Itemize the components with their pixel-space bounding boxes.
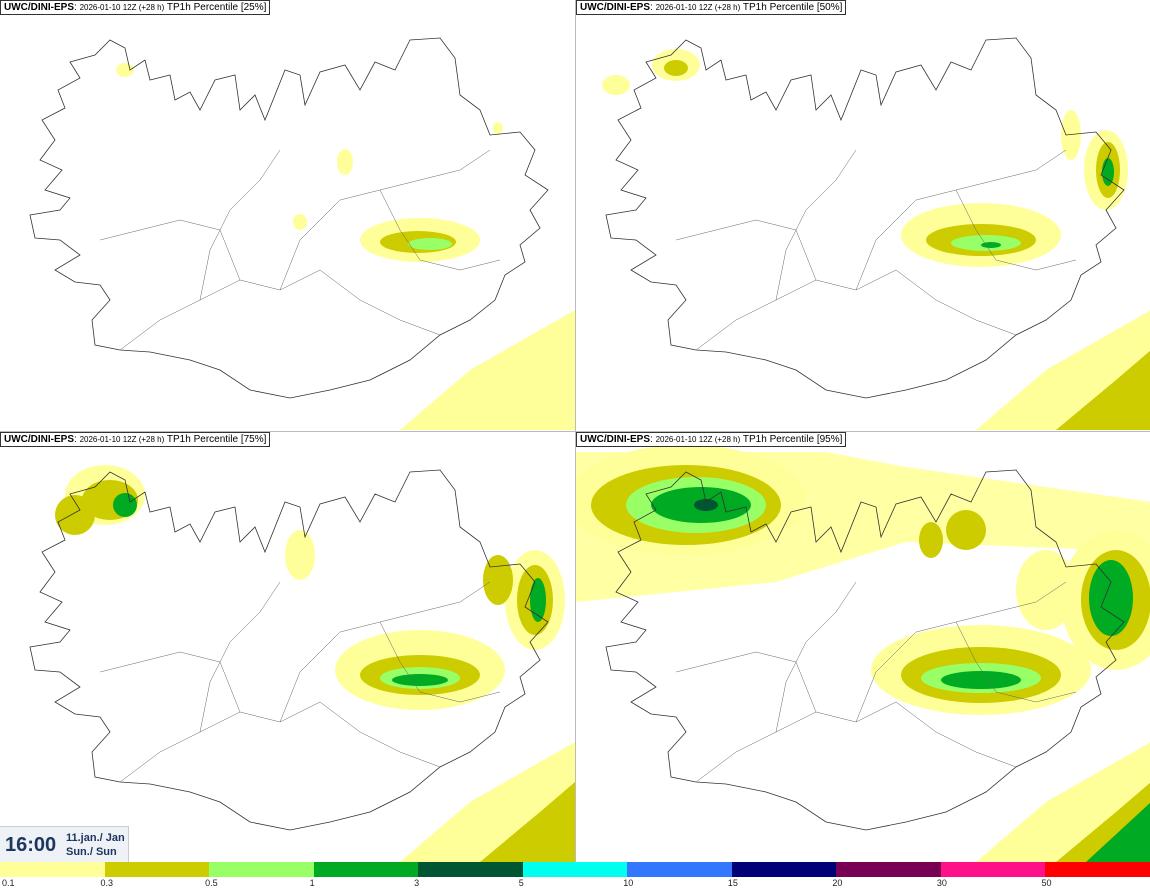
- valid-day-text: Sun./ Sun: [66, 846, 117, 858]
- precip-blob: [293, 214, 307, 230]
- map-svg: [29, 465, 575, 862]
- precip-blob: [285, 530, 315, 580]
- precip-blob: [55, 495, 95, 535]
- legend-swatch: [313, 862, 419, 877]
- precip-blob: [493, 122, 503, 134]
- legend-tick-label: 20: [832, 878, 843, 888]
- precip-blob: [981, 242, 1001, 248]
- map-svg: [602, 37, 1150, 430]
- panel-title: UWC/DINI-EPS: 2026-01-10 12Z (+28 h) TP1…: [0, 0, 271, 15]
- panel-model: UWC/DINI-EPS: [580, 434, 650, 445]
- legend-tick-label: 30: [936, 878, 947, 888]
- panel-product: TP1h Percentile [50%]: [742, 2, 843, 13]
- legend-swatch: [940, 862, 1046, 877]
- legend-tick-label: 0.1: [2, 878, 15, 888]
- legend-tick-label: 0.5: [205, 878, 218, 888]
- map-svg: [576, 445, 1150, 862]
- road-network: [99, 149, 501, 351]
- panel-product: TP1h Percentile [25%]: [166, 2, 267, 13]
- precip-blob: [664, 60, 688, 76]
- panel-product: TP1h Percentile [75%]: [166, 434, 267, 445]
- precip-blob: [602, 75, 630, 95]
- road-network: [99, 581, 501, 783]
- color-legend: [0, 862, 1150, 877]
- precip-blob: [116, 63, 134, 77]
- valid-time: 16:00: [5, 834, 57, 856]
- precip-blob: [694, 499, 718, 511]
- legend-swatch: [104, 862, 210, 877]
- legend-tick-label: 1: [309, 878, 315, 888]
- panel-model: UWC/DINI-EPS: [4, 434, 74, 445]
- legend-swatch: [0, 862, 105, 877]
- map-panel-p50: UWC/DINI-EPS: 2026-01-10 12Z (+28 h) TP1…: [576, 0, 1150, 430]
- precip-blob: [530, 578, 546, 622]
- road-network: [675, 581, 1077, 783]
- panel-model: UWC/DINI-EPS: [4, 2, 74, 13]
- coastline: [29, 469, 549, 831]
- panel-title: UWC/DINI-EPS: 2026-01-10 12Z (+28 h) TP1…: [576, 0, 847, 15]
- panel-run: 2026-01-10 12Z (+28 h): [79, 435, 165, 444]
- precip-blob: [941, 671, 1021, 689]
- panel-product: TP1h Percentile [95%]: [742, 434, 843, 445]
- map-panel-p25: UWC/DINI-EPS: 2026-01-10 12Z (+28 h) TP1…: [0, 0, 575, 430]
- map-panel-p75: UWC/DINI-EPS: 2026-01-10 12Z (+28 h) TP1…: [0, 432, 575, 862]
- legend-swatch: [627, 862, 732, 877]
- legend-swatch: [836, 862, 941, 877]
- panel-divider-horizontal: [0, 431, 1150, 432]
- legend-swatch: [731, 862, 837, 877]
- precip-blob: [1102, 158, 1114, 186]
- panel-title: UWC/DINI-EPS: 2026-01-10 12Z (+28 h) TP1…: [576, 432, 847, 447]
- road-network: [675, 149, 1077, 351]
- precip-blob: [919, 522, 943, 558]
- precip-blob: [113, 493, 137, 517]
- valid-time-box: 16:00 11.jan./ Jan Sun./ Sun: [0, 826, 129, 863]
- coastline: [605, 37, 1125, 399]
- legend-tick-label: 3: [414, 878, 420, 888]
- legend-swatch: [522, 862, 628, 877]
- precip-band-southeast-core: [1086, 802, 1150, 862]
- precip-blob: [337, 149, 353, 175]
- valid-date: 11.jan./ Jan Sun./ Sun: [66, 831, 125, 859]
- legend-tick-label: 5: [518, 878, 524, 888]
- legend-swatch: [418, 862, 523, 877]
- precip-band-southeast: [400, 310, 575, 430]
- precip-band-southeast-inner: [1056, 350, 1150, 430]
- precip-blob: [1061, 110, 1081, 160]
- legend-swatch: [209, 862, 314, 877]
- valid-date-text: 11.jan./ Jan: [66, 832, 125, 844]
- panel-run: 2026-01-10 12Z (+28 h): [79, 3, 165, 12]
- legend-swatch: [1045, 862, 1150, 877]
- legend-tick-label: 15: [727, 878, 738, 888]
- legend-tick-label: 10: [623, 878, 634, 888]
- precip-blob: [1016, 550, 1076, 630]
- panel-run: 2026-01-10 12Z (+28 h): [655, 3, 741, 12]
- map-svg: [29, 37, 575, 430]
- precip-band-southeast-inner: [480, 782, 575, 862]
- panel-title: UWC/DINI-EPS: 2026-01-10 12Z (+28 h) TP1…: [0, 432, 271, 447]
- legend-tick-label: 0.3: [100, 878, 114, 888]
- coastline: [29, 37, 549, 399]
- legend-ticks: 0.1 0.3 0.5 1 3 5 10 15 20 30 50: [0, 877, 1150, 891]
- precip-blob: [392, 674, 448, 686]
- precip-blob: [946, 510, 986, 550]
- precip-blob: [483, 555, 513, 605]
- map-panel-p95: UWC/DINI-EPS: 2026-01-10 12Z (+28 h) TP1…: [576, 432, 1150, 862]
- coastline: [605, 469, 1125, 831]
- precip-blob: [1089, 560, 1133, 636]
- precip-blob: [408, 238, 452, 250]
- legend-tick-label: 50: [1041, 878, 1052, 888]
- panel-run: 2026-01-10 12Z (+28 h): [655, 435, 741, 444]
- panel-model: UWC/DINI-EPS: [580, 2, 650, 13]
